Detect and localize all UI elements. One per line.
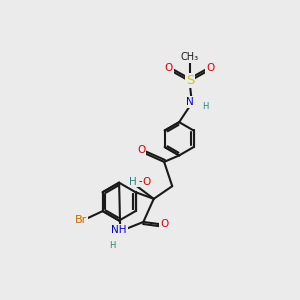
Text: O: O (165, 63, 173, 73)
Text: N: N (186, 97, 194, 107)
Text: H: H (109, 241, 116, 250)
Text: H: H (202, 102, 209, 111)
Text: Br: Br (75, 214, 87, 225)
Text: O: O (206, 63, 214, 73)
Text: O: O (137, 145, 145, 155)
Text: H: H (129, 176, 137, 187)
Text: S: S (186, 74, 194, 87)
Text: O: O (160, 219, 168, 229)
Text: O: O (143, 176, 151, 187)
Text: CH₃: CH₃ (181, 52, 199, 62)
Text: NH: NH (111, 225, 127, 235)
Text: -: - (139, 176, 142, 187)
